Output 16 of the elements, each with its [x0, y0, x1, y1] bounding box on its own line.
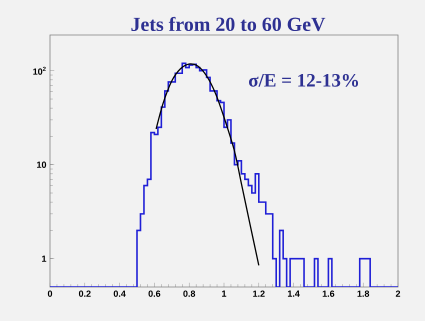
x-tick-label: 0.2 — [78, 290, 91, 297]
x-tick-label: 0 — [48, 290, 52, 297]
x-tick-label: 1.6 — [322, 290, 334, 297]
x-tick-label: 0.8 — [183, 290, 196, 297]
x-tick-label: 1.4 — [288, 290, 300, 297]
y-tick-label: 1 — [42, 256, 46, 262]
x-tick-label: 0.6 — [148, 290, 160, 297]
y-tick-label: 10 — [37, 162, 46, 168]
x-tick-label: 1 — [222, 290, 226, 297]
chart-title: Jets from 20 to 60 GeV — [131, 16, 326, 32]
x-tick-label: 1.2 — [253, 290, 265, 297]
x-tick-label: 1.8 — [358, 290, 370, 297]
x-tick-label: 2 — [396, 290, 400, 297]
annotation: σ/E = 12-13% — [249, 74, 358, 87]
x-tick-label: 0.4 — [114, 290, 126, 297]
y-tick-label: 10$^{2}$ — [33, 66, 46, 75]
